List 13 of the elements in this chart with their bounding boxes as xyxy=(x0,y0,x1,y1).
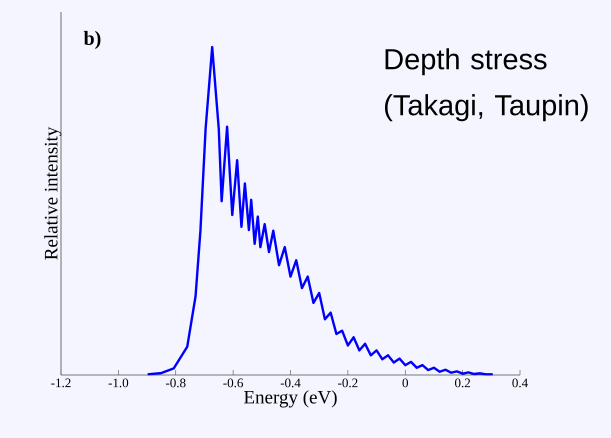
x-tick-label: -0.8 xyxy=(166,378,186,388)
annotation: Depth stress (Takagi, Taupin) xyxy=(385,48,588,122)
x-tick-label: -0.2 xyxy=(338,378,358,388)
annotation: b) xyxy=(84,30,100,50)
x-tick-label: 0.2 xyxy=(455,378,470,388)
x-tick-label: 0 xyxy=(402,378,408,388)
x-tick-label: -1.2 xyxy=(51,378,71,388)
x-tick-label: -0.6 xyxy=(223,378,244,388)
y-axis-title: Relative intensity xyxy=(44,126,62,260)
x-axis-title: Energy (eV) xyxy=(244,390,337,408)
x-tick-label: -1.0 xyxy=(108,378,128,388)
x-tick-label: 0.4 xyxy=(512,378,528,388)
x-tick-label: -0.4 xyxy=(280,378,301,388)
